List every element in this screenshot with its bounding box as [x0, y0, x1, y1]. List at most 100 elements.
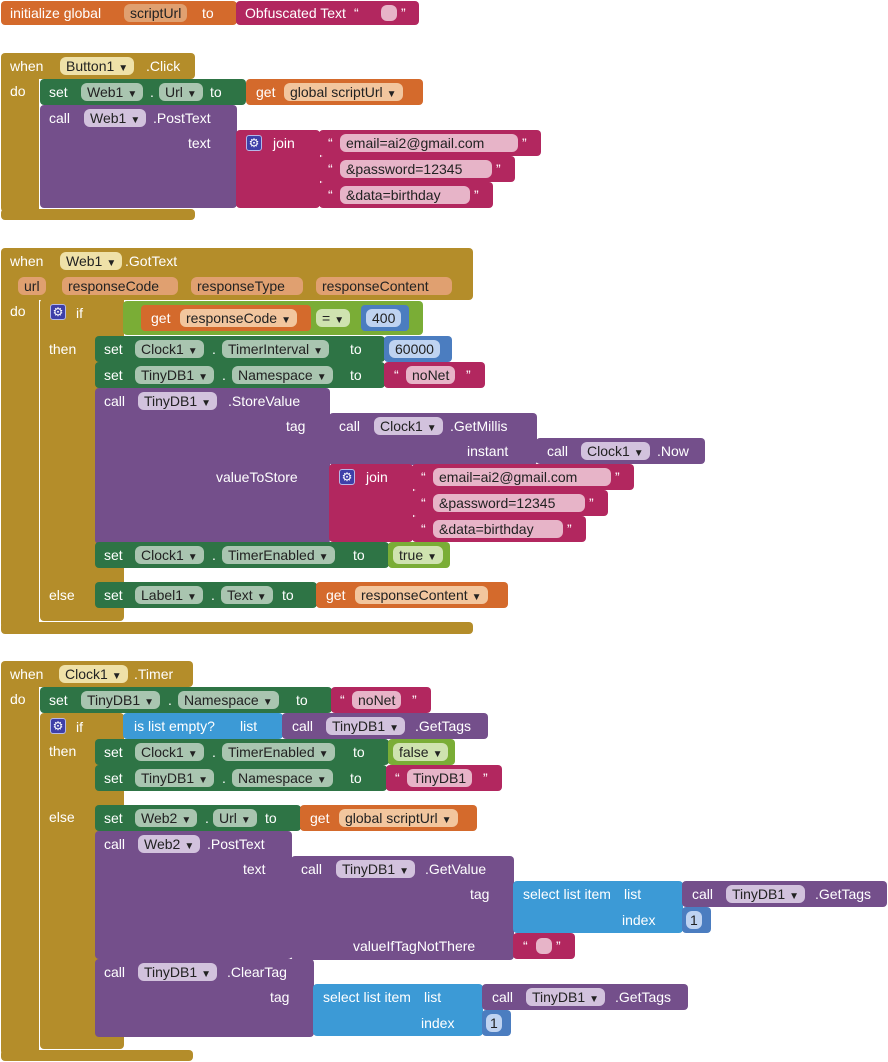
web2-dropdown[interactable]: Web2 ▼	[135, 809, 198, 827]
string-nonet-value[interactable]: noNet	[352, 691, 402, 709]
string-data-value[interactable]: &data=birthday	[433, 520, 563, 538]
set-label: set	[104, 341, 123, 357]
chevron-down-icon: ▼	[127, 89, 138, 100]
tinydb1-dropdown[interactable]: TinyDB1 ▼	[526, 988, 606, 1006]
web1-name: Web1	[90, 110, 127, 126]
global-var-block[interactable]	[1, 1, 237, 25]
string-nonet-value[interactable]: noNet	[406, 366, 456, 384]
false-dropdown[interactable]: false ▼	[393, 743, 449, 761]
set-web2-url-block[interactable]	[95, 805, 301, 831]
timerinterval-name: TimerInterval	[228, 341, 310, 357]
global-scripturl-name: global scriptUrl	[290, 84, 383, 100]
param-responsecode[interactable]: responseCode	[62, 277, 178, 295]
param-url[interactable]: url	[18, 277, 46, 295]
get-label: get	[310, 810, 330, 826]
clock1-dropdown[interactable]: Clock1 ▼	[59, 665, 128, 683]
quote-close: ”	[522, 135, 527, 151]
clock1-dropdown[interactable]: Clock1 ▼	[374, 417, 443, 435]
empty-string-value[interactable]	[536, 938, 552, 954]
obfuscated-text-value[interactable]	[381, 5, 397, 21]
string-data-value[interactable]: &data=birthday	[340, 186, 470, 204]
tinydb1-dropdown[interactable]: TinyDB1 ▼	[135, 769, 215, 787]
button1-dropdown[interactable]: Button1 ▼	[60, 57, 135, 75]
global-scripturl-dropdown[interactable]: global scriptUrl ▼	[339, 809, 458, 827]
call-tinydb1-storevalue-block[interactable]	[95, 388, 330, 544]
obfuscated-text-label: Obfuscated Text	[245, 5, 346, 21]
web1-dropdown[interactable]: Web1 ▼	[60, 252, 123, 270]
namespace-dropdown[interactable]: Namespace ▼	[232, 769, 333, 787]
to-label: to	[296, 692, 308, 708]
url-dropdown[interactable]: Url ▼	[159, 83, 203, 101]
string-tinydb1-value[interactable]: TinyDB1	[407, 769, 473, 787]
timerenabled-dropdown[interactable]: TimerEnabled ▼	[222, 546, 335, 564]
timerinterval-dropdown[interactable]: TimerInterval ▼	[222, 340, 330, 358]
responsecode-dropdown[interactable]: responseCode ▼	[180, 309, 297, 327]
set-label: set	[104, 770, 123, 786]
quote-open: “	[328, 161, 333, 177]
chevron-down-icon: ▼	[187, 592, 197, 603]
param-responsecontent[interactable]: responseContent	[316, 277, 452, 295]
url-prop-name: Url	[165, 84, 183, 100]
tinydb1-dropdown[interactable]: TinyDB1 ▼	[726, 885, 806, 903]
select-list-item-block[interactable]	[313, 984, 483, 1036]
tag-arg-label: tag	[270, 989, 290, 1005]
web2-dropdown[interactable]: Web2 ▼	[138, 835, 201, 853]
set-label: set	[49, 692, 68, 708]
clock1-dropdown[interactable]: Clock1 ▼	[135, 743, 204, 761]
string-password-value[interactable]: &password=12345	[433, 494, 585, 512]
tinydb1-dropdown[interactable]: TinyDB1 ▼	[138, 392, 218, 410]
clock1-name: Clock1	[587, 443, 630, 459]
select-list-item-block[interactable]	[513, 881, 683, 933]
chevron-down-icon: ▼	[187, 749, 198, 760]
param-responsetype[interactable]: responseType	[191, 277, 303, 295]
namespace-name: Namespace	[184, 692, 259, 708]
number-400-value[interactable]: 400	[366, 309, 402, 327]
is-list-empty-block[interactable]	[123, 713, 283, 739]
gear-icon[interactable]: ⚙	[246, 135, 262, 151]
gear-icon[interactable]: ⚙	[339, 469, 355, 485]
label1-dropdown[interactable]: Label1 ▼	[135, 586, 203, 604]
tinydb1-dropdown[interactable]: TinyDB1 ▼	[336, 860, 416, 878]
chevron-down-icon: ▼	[316, 775, 327, 786]
chevron-down-icon: ▼	[471, 592, 482, 603]
clock1-dropdown[interactable]: Clock1 ▼	[135, 546, 204, 564]
dot-label: .	[168, 692, 172, 708]
responsecontent-dropdown[interactable]: responseContent ▼	[355, 586, 488, 604]
web1-dropdown[interactable]: Web1 ▼	[81, 83, 144, 101]
label1-name: Label1	[141, 587, 184, 603]
string-password-value[interactable]: &password=12345	[340, 160, 492, 178]
tinydb1-dropdown[interactable]: TinyDB1 ▼	[326, 717, 406, 735]
equals-dropdown[interactable]: = ▼	[316, 309, 351, 327]
quote-close: ”	[615, 469, 620, 485]
tinydb1-dropdown[interactable]: TinyDB1 ▼	[135, 366, 215, 384]
gear-icon[interactable]: ⚙	[50, 304, 66, 320]
url-dropdown[interactable]: Url ▼	[213, 809, 257, 827]
clock1-dropdown[interactable]: Clock1 ▼	[135, 340, 204, 358]
text-prop-dropdown[interactable]: Text ▼	[221, 586, 273, 604]
string-email-value[interactable]: email=ai2@gmail.com	[433, 468, 611, 486]
call-label: call	[104, 836, 126, 852]
chevron-down-icon: ▼	[201, 969, 212, 980]
web1-dropdown[interactable]: Web1 ▼	[84, 109, 147, 127]
set-label1-text-block[interactable]	[95, 582, 317, 608]
to-label: to	[350, 770, 362, 786]
call-label: call	[547, 443, 569, 459]
string-email-value[interactable]: email=ai2@gmail.com	[340, 134, 518, 152]
number-60000-value[interactable]: 60000	[389, 340, 440, 358]
gear-icon[interactable]: ⚙	[50, 718, 66, 734]
number-1-value[interactable]: 1	[486, 1014, 502, 1032]
namespace-dropdown[interactable]: Namespace ▼	[232, 366, 333, 384]
button1-click-footer	[1, 209, 195, 220]
true-dropdown[interactable]: true ▼	[393, 546, 444, 564]
gettags-label: .GetTags	[415, 718, 472, 734]
namespace-dropdown[interactable]: Namespace ▼	[178, 691, 279, 709]
tinydb1-dropdown[interactable]: TinyDB1 ▼	[138, 963, 218, 981]
global-var-name[interactable]: scriptUrl	[124, 4, 188, 22]
timerenabled-dropdown[interactable]: TimerEnabled ▼	[222, 743, 335, 761]
number-1-value[interactable]: 1	[686, 911, 702, 929]
gettags-label: .GetTags	[615, 989, 672, 1005]
quote-open: “	[395, 770, 400, 786]
global-scripturl-dropdown[interactable]: global scriptUrl ▼	[284, 83, 403, 101]
clock1-dropdown[interactable]: Clock1 ▼	[581, 442, 650, 460]
tinydb1-dropdown[interactable]: TinyDB1 ▼	[81, 691, 161, 709]
